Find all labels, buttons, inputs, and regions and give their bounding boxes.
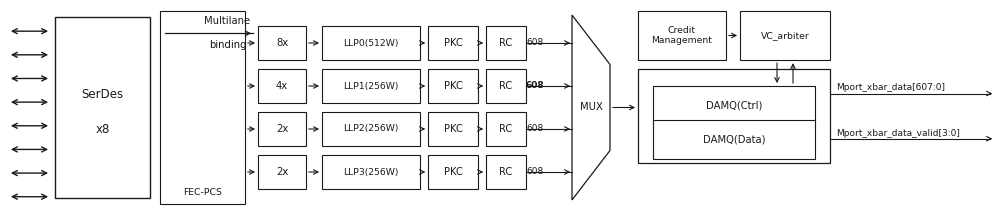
FancyBboxPatch shape — [486, 155, 526, 189]
Text: 4x: 4x — [276, 81, 288, 91]
Text: RC: RC — [499, 124, 513, 134]
Text: LLP0(512W): LLP0(512W) — [343, 38, 399, 48]
Text: 608: 608 — [526, 38, 543, 47]
FancyBboxPatch shape — [322, 69, 420, 103]
Text: DAMQ(Ctrl): DAMQ(Ctrl) — [706, 100, 762, 110]
FancyBboxPatch shape — [322, 155, 420, 189]
FancyBboxPatch shape — [428, 112, 478, 146]
FancyBboxPatch shape — [322, 26, 420, 60]
Text: LLP3(256W): LLP3(256W) — [343, 167, 399, 177]
Text: PKC: PKC — [444, 38, 462, 48]
Text: PKC: PKC — [444, 81, 462, 91]
Text: 608: 608 — [526, 167, 543, 176]
Text: PKC: PKC — [444, 167, 462, 177]
Text: MUX: MUX — [580, 103, 602, 112]
Text: Mport_xbar_data[607:0]: Mport_xbar_data[607:0] — [836, 83, 945, 92]
FancyBboxPatch shape — [486, 112, 526, 146]
FancyBboxPatch shape — [55, 17, 150, 198]
Text: 2x: 2x — [276, 167, 288, 177]
Text: FEC-PCS: FEC-PCS — [183, 188, 222, 197]
Text: PKC: PKC — [444, 124, 462, 134]
Text: 608: 608 — [525, 81, 544, 90]
FancyBboxPatch shape — [653, 120, 815, 159]
Text: RC: RC — [499, 81, 513, 91]
Text: 8x: 8x — [276, 38, 288, 48]
FancyBboxPatch shape — [428, 26, 478, 60]
Text: RC: RC — [499, 38, 513, 48]
FancyBboxPatch shape — [160, 11, 245, 204]
Text: Mport_xbar_data_valid[3:0]: Mport_xbar_data_valid[3:0] — [836, 129, 960, 138]
Text: Credit
Management: Credit Management — [652, 26, 712, 45]
FancyBboxPatch shape — [428, 69, 478, 103]
FancyBboxPatch shape — [653, 86, 815, 125]
FancyBboxPatch shape — [486, 26, 526, 60]
FancyBboxPatch shape — [638, 11, 726, 60]
Text: LLP1(256W): LLP1(256W) — [343, 81, 399, 91]
Text: binding: binding — [209, 40, 246, 50]
Text: x8: x8 — [95, 123, 110, 136]
Polygon shape — [572, 15, 610, 200]
FancyBboxPatch shape — [258, 155, 306, 189]
Text: RC: RC — [499, 167, 513, 177]
FancyBboxPatch shape — [740, 11, 830, 60]
Text: SerDes: SerDes — [81, 88, 124, 101]
FancyBboxPatch shape — [258, 112, 306, 146]
Text: DAMQ(Data): DAMQ(Data) — [703, 135, 765, 145]
FancyBboxPatch shape — [258, 69, 306, 103]
FancyBboxPatch shape — [638, 69, 830, 163]
FancyBboxPatch shape — [486, 69, 526, 103]
Text: VC_arbiter: VC_arbiter — [761, 31, 809, 40]
FancyBboxPatch shape — [258, 26, 306, 60]
Text: LLP2(256W): LLP2(256W) — [343, 124, 399, 134]
FancyBboxPatch shape — [428, 155, 478, 189]
Text: Multilane: Multilane — [204, 17, 251, 26]
Text: 608: 608 — [526, 124, 543, 133]
FancyBboxPatch shape — [322, 112, 420, 146]
Text: 2x: 2x — [276, 124, 288, 134]
